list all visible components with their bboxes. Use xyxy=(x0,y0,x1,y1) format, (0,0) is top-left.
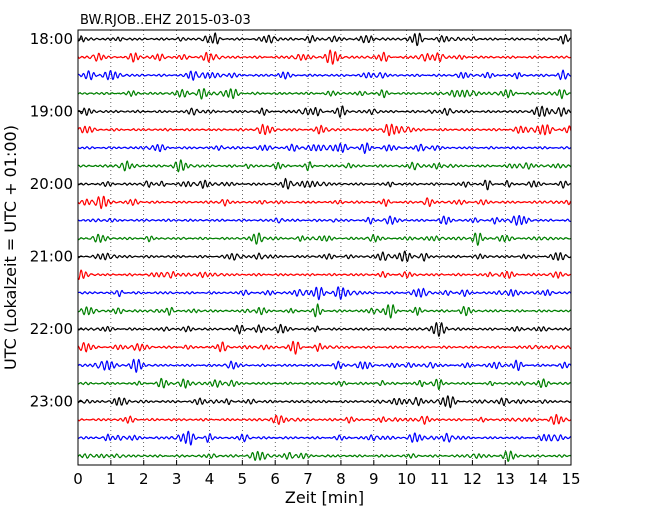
trace-row-1845 xyxy=(77,88,572,100)
x-tick-label: 12 xyxy=(463,470,482,488)
trace-row-2145 xyxy=(77,303,572,319)
x-tick-label: 9 xyxy=(369,470,379,488)
x-tick-label: 11 xyxy=(430,470,449,488)
trace-row-2015 xyxy=(77,195,572,210)
x-tick-label: 7 xyxy=(303,470,313,488)
chart-title: BW.RJOB..EHZ 2015-03-03 xyxy=(80,13,251,28)
trace-row-1830 xyxy=(77,69,572,81)
x-tick-label: 10 xyxy=(397,470,416,488)
trace-row-2315 xyxy=(77,413,572,425)
y-axis-label: UTC (Lokalzeit = UTC + 01:00) xyxy=(1,125,20,370)
y-axis-ticks: 18:00 19:00 20:00 21:00 22:00 23:00 xyxy=(30,30,83,411)
vertical-grid xyxy=(110,30,539,465)
trace-row-2115 xyxy=(77,269,572,281)
trace-row-2300 xyxy=(77,395,572,409)
x-tick-label: 4 xyxy=(205,470,215,488)
x-tick-label: 13 xyxy=(496,470,515,488)
x-tick-label: 3 xyxy=(172,470,182,488)
x-tick-label: 1 xyxy=(106,470,116,488)
trace-row-2130 xyxy=(77,286,572,301)
trace-row-2330 xyxy=(77,430,572,446)
x-tick-label: 2 xyxy=(139,470,149,488)
x-tick-label: 14 xyxy=(529,470,548,488)
x-tick-label: 0 xyxy=(73,470,83,488)
y-tick-label: 23:00 xyxy=(30,393,73,411)
y-tick-label: 18:00 xyxy=(30,30,73,48)
y-tick-label: 20:00 xyxy=(30,175,73,193)
trace-row-1930 xyxy=(77,142,572,155)
plot-frame xyxy=(77,29,572,466)
trace-row-2215 xyxy=(77,340,572,355)
trace-row-2100 xyxy=(77,250,572,262)
trace-row-1915 xyxy=(77,123,572,137)
trace-row-2230 xyxy=(77,358,572,373)
trace-row-1945 xyxy=(77,159,572,173)
x-tick-label: 15 xyxy=(561,470,580,488)
trace-row-2045 xyxy=(77,232,572,246)
y-tick-label: 19:00 xyxy=(30,103,73,121)
trace-row-2345 xyxy=(77,450,572,462)
trace-row-1800 xyxy=(77,32,572,47)
x-axis-ticks: 0 1 2 3 4 5 6 7 8 9 10 11 12 13 14 15 xyxy=(73,460,581,488)
x-tick-label: 8 xyxy=(336,470,346,488)
y-tick-label: 22:00 xyxy=(30,320,73,338)
x-tick-label: 5 xyxy=(238,470,248,488)
seismogram-traces xyxy=(77,32,572,462)
trace-row-1900 xyxy=(77,105,572,118)
trace-row-1815 xyxy=(77,49,572,65)
trace-row-2000 xyxy=(77,177,572,191)
y-tick-label: 21:00 xyxy=(30,248,73,266)
trace-row-2245 xyxy=(77,377,572,390)
x-axis-label: Zeit [min] xyxy=(285,488,364,507)
x-tick-label: 6 xyxy=(270,470,280,488)
trace-row-2200 xyxy=(77,322,572,337)
trace-row-2030 xyxy=(77,215,572,226)
